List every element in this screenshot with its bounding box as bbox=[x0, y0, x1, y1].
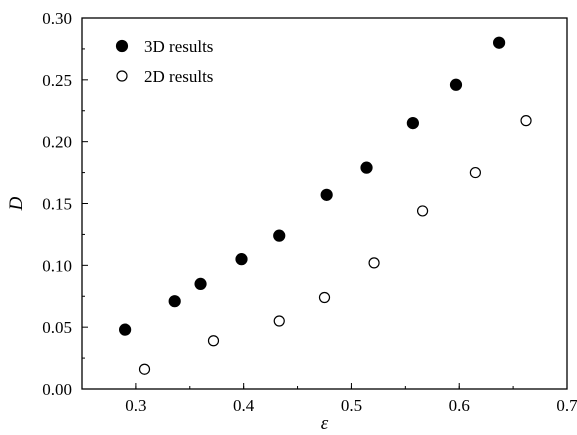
legend-marker-3d bbox=[115, 39, 129, 53]
data-point-3d bbox=[194, 277, 207, 290]
data-point-3d bbox=[119, 323, 132, 336]
data-point-3d bbox=[493, 36, 506, 49]
y-tick-label: 0.05 bbox=[42, 318, 72, 337]
data-point-2d bbox=[138, 363, 151, 375]
y-axis-title: D bbox=[6, 196, 27, 211]
data-point-2d bbox=[520, 115, 532, 127]
x-tick-label: 0.5 bbox=[341, 396, 362, 415]
x-tick-label: 0.4 bbox=[233, 396, 255, 415]
data-point-2d bbox=[469, 166, 481, 179]
ticks-layer: 0.3 0.4 0.5 0.6 0.7 0.00 0.05 0.10 0.15 0.20 0.25 0… bbox=[42, 9, 577, 415]
y-tick-label: 0.10 bbox=[42, 256, 72, 275]
x-tick-label: 0.3 bbox=[125, 396, 146, 415]
data-point-2d bbox=[368, 257, 380, 269]
data-point-2d bbox=[318, 291, 331, 304]
legend-label-3d: 3D results bbox=[144, 37, 213, 56]
x-tick-label: 0.7 bbox=[556, 396, 577, 415]
x-tick-label: 0.6 bbox=[449, 396, 470, 415]
y-tick-label: 0.30 bbox=[42, 9, 72, 28]
data-point-3d bbox=[406, 117, 419, 130]
legend-marker-2d bbox=[116, 70, 128, 82]
y-tick-label: 0.15 bbox=[42, 195, 72, 214]
data-point-3d bbox=[168, 295, 181, 308]
points-layer bbox=[119, 36, 532, 375]
data-point-3d bbox=[360, 161, 373, 174]
y-tick-label: 0.25 bbox=[42, 71, 72, 90]
legend-label-2d: 2D results bbox=[144, 67, 213, 86]
plot-frame bbox=[81, 17, 568, 390]
data-point-3d bbox=[235, 253, 248, 266]
y-tick-label: 0.00 bbox=[42, 380, 72, 399]
data-point-2d bbox=[273, 315, 285, 327]
data-point-3d bbox=[449, 78, 463, 91]
x-axis-title: ε bbox=[321, 413, 329, 434]
data-point-3d bbox=[273, 229, 286, 242]
data-point-2d bbox=[416, 205, 429, 217]
y-tick-label: 0.20 bbox=[42, 133, 72, 152]
legend: 3D results 2D results bbox=[115, 37, 213, 86]
data-point-2d bbox=[207, 335, 220, 347]
data-point-3d bbox=[320, 188, 333, 201]
